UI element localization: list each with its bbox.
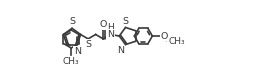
Text: O: O [100, 20, 107, 29]
Text: S: S [122, 17, 128, 26]
Text: O: O [160, 32, 168, 41]
Text: S: S [69, 17, 75, 26]
Text: N: N [74, 47, 81, 56]
Text: N: N [107, 30, 114, 39]
Text: CH₃: CH₃ [169, 37, 186, 46]
Text: S: S [85, 40, 91, 49]
Text: H: H [107, 23, 114, 32]
Text: CH₃: CH₃ [63, 57, 80, 66]
Text: N: N [117, 46, 124, 55]
